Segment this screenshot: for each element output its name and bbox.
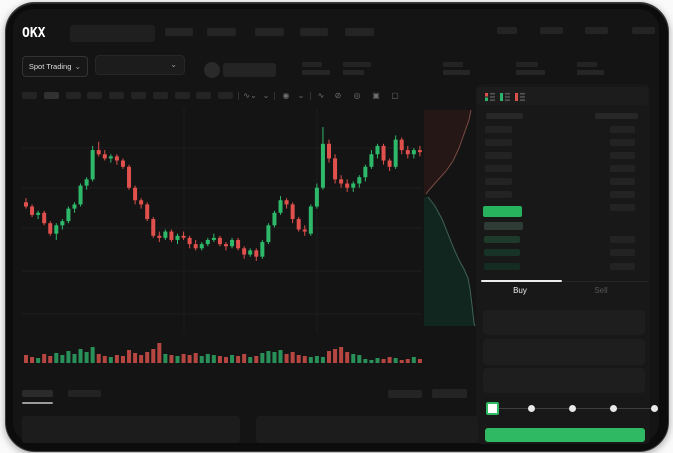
- ask-row: [610, 178, 635, 185]
- okx-logo: OKX: [22, 26, 46, 41]
- order-amount-field[interactable]: [483, 339, 645, 365]
- layout-grid-icon[interactable]: ▣: [372, 91, 380, 100]
- bottom-action[interactable]: [432, 389, 467, 398]
- orderbook-header-placeholder: [486, 113, 523, 119]
- order-price-field[interactable]: [483, 310, 645, 335]
- toolbar-divider: [310, 92, 311, 100]
- ask-row: [610, 152, 635, 159]
- tab-divider: [562, 281, 648, 282]
- stat-placeholder: [516, 62, 538, 67]
- bid-row: [484, 236, 520, 243]
- bid-row: [610, 236, 635, 243]
- timeframe-button[interactable]: [87, 92, 103, 99]
- buy-tab-label: Buy: [513, 286, 527, 295]
- nav-item[interactable]: [165, 28, 193, 36]
- timeframe-button[interactable]: [196, 92, 212, 99]
- orders-table-placeholder: [256, 416, 478, 443]
- order-total-field[interactable]: [483, 368, 645, 393]
- timeframe-button[interactable]: [43, 92, 59, 99]
- draw-tool-icon[interactable]: ⊘: [334, 91, 342, 100]
- ask-row: [485, 152, 512, 159]
- orderbook-header-placeholder: [595, 113, 638, 119]
- ask-row: [485, 191, 512, 198]
- stat-placeholder: [302, 62, 322, 67]
- stat-placeholder: [516, 70, 545, 75]
- bottom-tab[interactable]: [68, 390, 101, 397]
- sell-tab-label: Sell: [594, 286, 608, 295]
- bid-row: [610, 263, 635, 270]
- toolbar-divider: [274, 92, 275, 100]
- stat-placeholder: [443, 62, 463, 67]
- fullscreen-icon[interactable]: ▢: [391, 91, 399, 100]
- header-placeholder: [70, 25, 155, 42]
- orders-table-placeholder: [22, 416, 240, 443]
- market-type-selector[interactable]: Spot Trading ⌄: [22, 56, 88, 77]
- timeframe-button[interactable]: [152, 92, 168, 99]
- ask-row: [610, 126, 635, 133]
- buy-tab-indicator: [481, 280, 562, 282]
- nav-item[interactable]: [345, 28, 374, 36]
- ask-row: [485, 139, 512, 146]
- ask-row: [610, 139, 635, 146]
- amount-slider-handle[interactable]: [486, 402, 499, 415]
- market-type-label: Spot Trading: [28, 62, 72, 71]
- orderbook-combined-icon[interactable]: [485, 92, 495, 102]
- toolbar-divider: [238, 92, 239, 100]
- nav-item[interactable]: [300, 28, 328, 36]
- ask-row: [610, 165, 635, 172]
- alert-tool-icon[interactable]: ◎: [353, 91, 361, 100]
- stat-placeholder: [577, 70, 604, 75]
- candlestick-chart[interactable]: [22, 108, 422, 366]
- orderbook-sells-icon[interactable]: [515, 92, 525, 102]
- header-action[interactable]: [497, 27, 517, 34]
- last-price-bar[interactable]: [483, 206, 522, 217]
- depth-chart: [424, 109, 476, 327]
- ask-row: [485, 178, 512, 185]
- avatar[interactable]: [204, 62, 220, 78]
- header-action[interactable]: [585, 27, 608, 34]
- orderbook-buys-icon[interactable]: [500, 92, 510, 102]
- chart-style-icon[interactable]: ∿⌄: [243, 91, 257, 100]
- slider-step-dot[interactable]: [569, 405, 576, 412]
- ticker-placeholder: [223, 63, 276, 77]
- bottom-tab-active[interactable]: [22, 390, 53, 397]
- ask-row: [610, 191, 635, 198]
- stat-placeholder: [343, 62, 371, 67]
- active-tab-indicator: [22, 402, 53, 404]
- pair-dropdown[interactable]: ⌄: [95, 55, 185, 75]
- timeframe-button[interactable]: [22, 92, 37, 99]
- slider-step-dot[interactable]: [610, 405, 617, 412]
- line-tool-icon[interactable]: ∿: [317, 91, 325, 100]
- timeframe-button[interactable]: [131, 92, 146, 99]
- slider-step-dot[interactable]: [651, 405, 658, 412]
- stat-placeholder: [302, 70, 330, 75]
- bottom-action[interactable]: [388, 390, 422, 398]
- stat-placeholder: [343, 70, 364, 75]
- timeframe-button[interactable]: [218, 92, 234, 99]
- bid-row: [484, 249, 520, 256]
- timeframe-button[interactable]: [109, 92, 125, 99]
- chevron-down-icon: ⌄: [74, 61, 82, 71]
- bid-row: [484, 222, 523, 230]
- stat-placeholder: [577, 62, 597, 67]
- indicators-menu-icon[interactable]: ⌄: [297, 91, 305, 100]
- stat-placeholder: [443, 70, 470, 75]
- ask-row: [610, 204, 635, 211]
- nav-item[interactable]: [207, 28, 236, 36]
- timeframe-button[interactable]: [65, 92, 81, 99]
- bid-row: [610, 249, 635, 256]
- timeframe-button[interactable]: [174, 92, 190, 99]
- slider-step-dot[interactable]: [528, 405, 535, 412]
- buy-button[interactable]: [485, 428, 645, 442]
- interval-dropdown-icon[interactable]: ⌄: [262, 91, 270, 100]
- header-action[interactable]: [632, 27, 655, 34]
- bid-row: [484, 263, 520, 270]
- nav-item[interactable]: [255, 28, 284, 36]
- header-action[interactable]: [540, 27, 563, 34]
- chevron-down-icon: ⌄: [170, 60, 177, 69]
- ask-row: [485, 126, 512, 133]
- ask-row: [485, 165, 512, 172]
- indicators-icon[interactable]: ◉: [282, 91, 290, 100]
